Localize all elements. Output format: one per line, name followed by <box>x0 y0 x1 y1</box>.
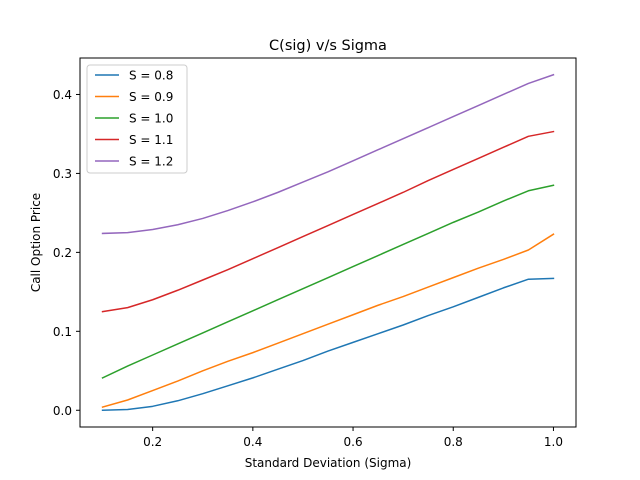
y-axis: 0.0 0.1 0.2 0.3 0.4 <box>53 88 80 418</box>
chart-title: C(sig) v/s Sigma <box>269 38 387 54</box>
series-line-4 <box>101 73 555 235</box>
y-tick-label: 0.0 <box>53 404 72 418</box>
legend: S = 0.8 S = 0.9 S = 1.0 S = 1.1 S = 1.2 <box>86 64 188 174</box>
y-tick-label: 0.2 <box>53 246 72 260</box>
legend-label-4: S = 1.2 <box>129 155 173 169</box>
legend-box <box>86 64 188 174</box>
plot-frame <box>79 57 577 428</box>
legend-label-2: S = 1.0 <box>129 112 173 126</box>
legend-label-0: S = 0.8 <box>129 69 173 83</box>
series-line-2 <box>101 184 555 379</box>
x-axis: 0.2 0.4 0.6 0.8 1.0 <box>143 427 563 449</box>
x-tick-label: 0.2 <box>143 435 162 449</box>
x-axis-label: Standard Deviation (Sigma) <box>245 456 412 470</box>
x-tick-label: 1.0 <box>544 435 563 449</box>
x-tick-label: 0.4 <box>243 435 262 449</box>
series-layer <box>101 73 555 412</box>
y-tick-label: 0.1 <box>53 325 72 339</box>
series-line-3 <box>101 130 555 313</box>
series-line-1 <box>101 233 555 409</box>
y-axis-label: Call Option Price <box>29 193 43 292</box>
x-tick-label: 0.8 <box>444 435 463 449</box>
legend-label-1: S = 0.9 <box>129 90 173 104</box>
y-tick-label: 0.4 <box>53 88 72 102</box>
x-tick-label: 0.6 <box>344 435 363 449</box>
legend-label-3: S = 1.1 <box>129 133 173 147</box>
y-tick-label: 0.3 <box>53 167 72 181</box>
series-line-0 <box>101 277 555 412</box>
